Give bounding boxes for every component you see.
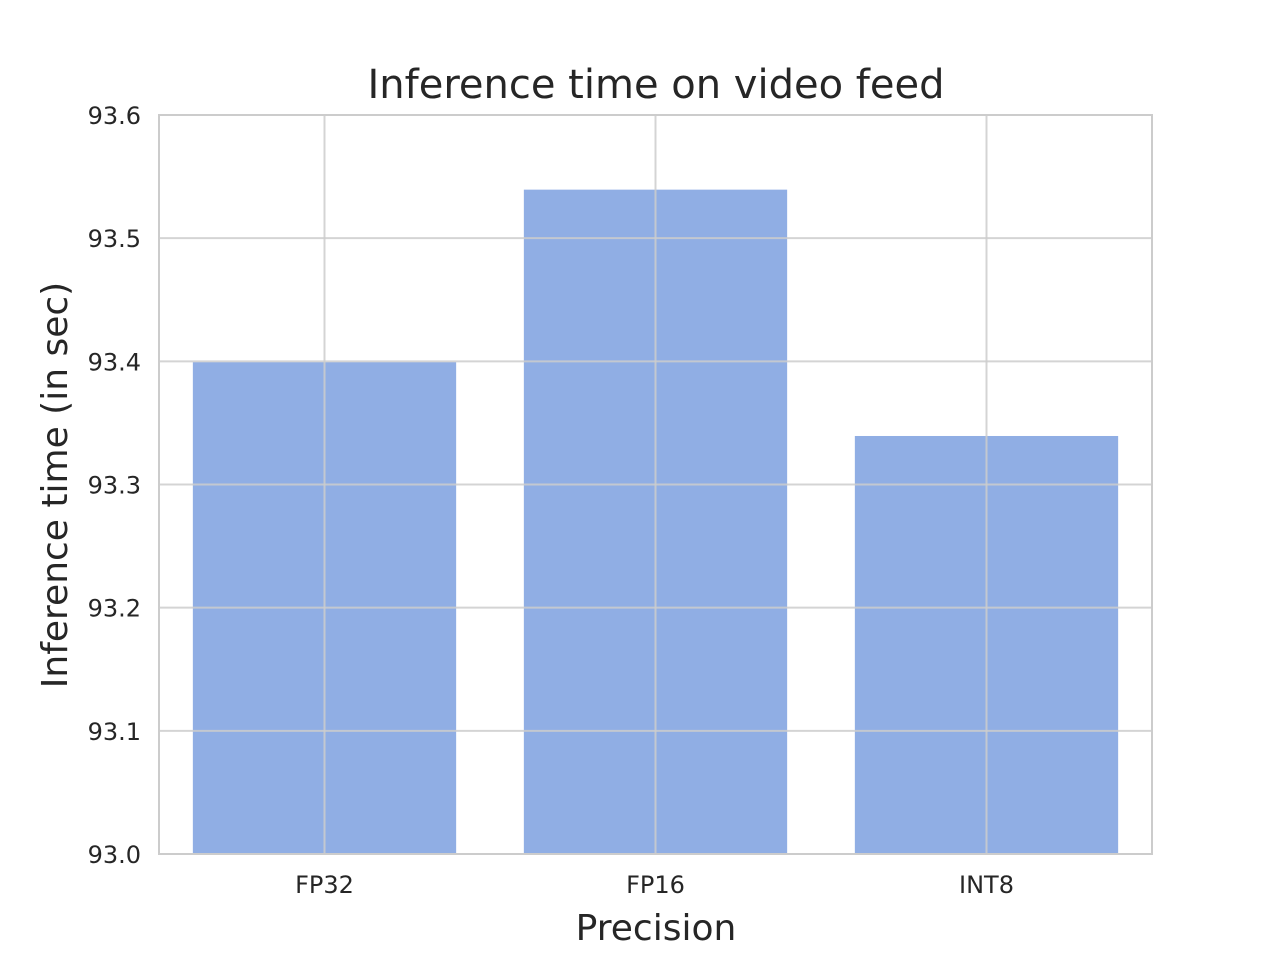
x-tick-label-fp16: FP16 [626, 871, 685, 899]
x-axis-label: Precision [576, 908, 737, 949]
plot-frame [158, 114, 1153, 855]
y-axis-label: Inference time (in sec) [35, 282, 76, 688]
y-tick-label: 93.4 [88, 348, 141, 376]
y-tick-labels: 93.0 93.1 93.2 93.3 93.4 93.5 93.6 [88, 102, 141, 869]
y-tick-label: 93.2 [88, 595, 141, 623]
y-tick-label: 93.6 [88, 102, 141, 130]
chart-title: Inference time on video feed [368, 62, 945, 108]
y-tick-label: 93.3 [88, 472, 141, 500]
x-tick-label-int8: INT8 [959, 871, 1014, 899]
x-tick-label-fp32: FP32 [295, 871, 354, 899]
y-tick-label: 93.1 [88, 718, 141, 746]
x-tick-labels: FP32 FP16 INT8 [295, 871, 1014, 899]
y-tick-label: 93.5 [88, 225, 141, 253]
y-tick-label: 93.0 [88, 841, 141, 869]
